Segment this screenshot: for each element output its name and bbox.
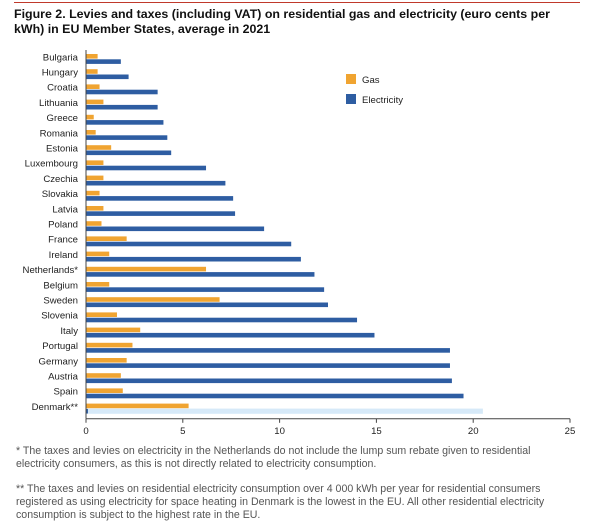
electricity-bar-bulgaria: [86, 59, 121, 64]
electricity-bar-portugal: [86, 348, 450, 353]
category-label-spain: Spain: [53, 387, 78, 398]
electricity-bar-france: [86, 241, 292, 247]
gas-bar-portugal: [86, 342, 133, 348]
electricity-bar-lithuania: [86, 104, 158, 110]
category-label-hungary: Hungary: [42, 68, 78, 79]
gas-bar-bulgaria: [86, 54, 98, 59]
x-tick-label-0: 0: [83, 426, 88, 437]
gas-bar-czechia: [86, 175, 104, 181]
gas-bar-latvia: [86, 206, 104, 211]
footnote-netherlands: * The taxes and levies on electricity in…: [16, 445, 531, 470]
gas-bar-slovakia: [86, 190, 100, 196]
highlight-bar-denmark: [86, 408, 483, 414]
category-label-portugal: Portugal: [42, 341, 78, 352]
gas-bar-slovenia: [86, 312, 117, 317]
category-label-austria: Austria: [48, 372, 79, 383]
electricity-bar-latvia: [86, 211, 236, 216]
electricity-bar-denmark: [86, 408, 88, 414]
electricity-bar-slovakia: [86, 196, 234, 201]
electricity-bar-sweden: [86, 302, 328, 308]
electricity-bar-poland: [86, 226, 265, 232]
gas-bar-hungary: [86, 69, 98, 74]
gas-bar-luxembourg: [86, 160, 104, 165]
gas-bar-germany: [86, 358, 127, 363]
gas-bar-france: [86, 236, 127, 241]
gas-bar-romania: [86, 130, 96, 135]
electricity-bar-greece: [86, 120, 164, 125]
electricity-bar-luxembourg: [86, 165, 207, 171]
electricity-bar-ireland: [86, 256, 301, 262]
x-tick-label-15: 15: [371, 426, 382, 437]
category-label-slovakia: Slovakia: [42, 189, 79, 200]
category-label-croatia: Croatia: [47, 83, 79, 94]
x-axis: 0 5 10 15 20 25: [83, 50, 575, 437]
gas-bar-sweden: [86, 297, 220, 302]
gas-bar-belgium: [86, 282, 110, 287]
electricity-bar-spain: [86, 393, 464, 399]
category-label-slovenia: Slovenia: [41, 311, 78, 322]
category-label-romania: Romania: [40, 128, 79, 139]
category-label-luxembourg: Luxembourg: [25, 159, 78, 170]
gas-bar-croatia: [86, 84, 100, 89]
gas-bar-estonia: [86, 145, 112, 150]
category-label-czechia: Czechia: [43, 174, 78, 185]
electricity-bar-austria: [86, 378, 452, 384]
x-tick-label-5: 5: [180, 426, 185, 437]
gas-bar-poland: [86, 221, 102, 226]
category-labels-group: Bulgaria Hungary Croatia Lithuania Greece Rom…: [23, 52, 79, 413]
gas-bar-netherlands: [86, 266, 207, 272]
category-label-belgium: Belgium: [43, 280, 78, 291]
legend-swatch-gas: [346, 74, 356, 84]
electricity-bar-germany: [86, 363, 450, 368]
category-label-ireland: Ireland: [49, 250, 78, 261]
gas-bar-greece: [86, 114, 94, 120]
electricity-bar-romania: [86, 135, 168, 140]
category-label-netherlands: Netherlands*: [23, 265, 79, 276]
category-label-estonia: Estonia: [46, 144, 79, 155]
category-label-latvia: Latvia: [52, 204, 78, 215]
category-label-poland: Poland: [48, 220, 78, 231]
electricity-bar-czechia: [86, 180, 226, 186]
x-tick-label-10: 10: [274, 426, 285, 437]
electricity-bar-croatia: [86, 89, 158, 95]
category-label-greece: Greece: [47, 113, 78, 124]
category-label-italy: Italy: [60, 326, 78, 337]
gas-bar-lithuania: [86, 99, 104, 105]
legend-swatch-electricity: [346, 94, 356, 104]
electricity-bar-hungary: [86, 74, 129, 80]
category-label-lithuania: Lithuania: [39, 98, 79, 109]
legend-label-gas: Gas: [362, 75, 380, 86]
x-tick-label-20: 20: [468, 426, 479, 437]
category-label-sweden: Sweden: [43, 296, 78, 307]
category-label-denmark: Denmark**: [32, 402, 79, 413]
legend-label-electricity: Electricity: [362, 95, 403, 106]
electricity-bar-estonia: [86, 150, 172, 156]
figure-title: Figure 2. Levies and taxes (including VA…: [14, 7, 550, 36]
footnote-denmark: ** The taxes and levies on residential e…: [16, 483, 545, 521]
title-rule: [14, 2, 580, 3]
x-tick-label-25: 25: [565, 426, 576, 437]
electricity-bar-italy: [86, 332, 375, 338]
category-label-france: France: [48, 235, 78, 246]
electricity-bar-belgium: [86, 287, 325, 292]
electricity-bar-netherlands: [86, 272, 315, 277]
category-label-bulgaria: Bulgaria: [43, 52, 79, 63]
gas-bar-austria: [86, 373, 121, 378]
category-label-germany: Germany: [39, 356, 79, 367]
gas-bar-spain: [86, 388, 123, 393]
electricity-bar-slovenia: [86, 317, 358, 323]
bars-group: [86, 54, 483, 414]
bar-chart: Bulgaria Hungary Croatia Lithuania Greece Rom…: [23, 50, 575, 437]
legend: Gas Electricity: [346, 74, 403, 106]
gas-bar-italy: [86, 327, 141, 333]
gas-bar-ireland: [86, 251, 110, 257]
gas-bar-denmark: [86, 403, 189, 409]
